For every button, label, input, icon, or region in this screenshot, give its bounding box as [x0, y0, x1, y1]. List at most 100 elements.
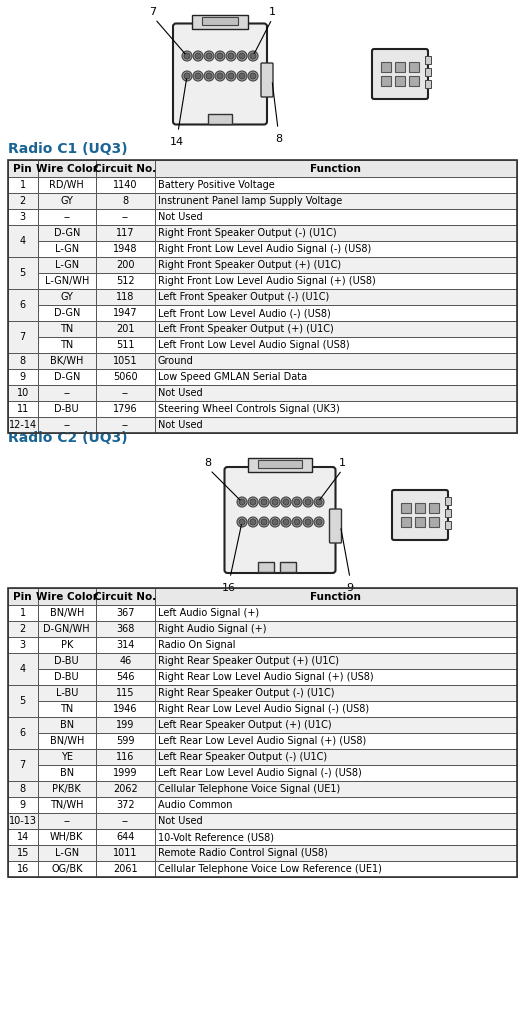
Bar — [37, 321, 96, 337]
Circle shape — [195, 53, 201, 59]
Text: BN/WH: BN/WH — [49, 736, 84, 746]
Circle shape — [250, 73, 256, 79]
Bar — [96, 685, 154, 701]
Circle shape — [226, 51, 236, 61]
Bar — [37, 605, 96, 621]
Bar — [37, 369, 96, 385]
Bar — [96, 637, 154, 653]
Text: 1946: 1946 — [113, 705, 138, 714]
Bar — [8, 160, 37, 177]
Text: D-BU: D-BU — [55, 672, 79, 682]
Bar — [154, 861, 517, 877]
Bar — [154, 845, 517, 861]
Bar — [37, 273, 96, 289]
Text: Right Rear Low Level Audio Signal (-) (US8): Right Rear Low Level Audio Signal (-) (U… — [158, 705, 369, 714]
Bar — [8, 637, 37, 653]
Text: Right Rear Low Level Audio Signal (+) (US8): Right Rear Low Level Audio Signal (+) (U… — [158, 672, 373, 682]
Text: 4: 4 — [20, 236, 26, 246]
Bar — [96, 829, 154, 845]
Bar — [37, 305, 96, 321]
Bar — [280, 562, 296, 572]
Bar — [154, 605, 517, 621]
Circle shape — [303, 517, 313, 527]
Text: 46: 46 — [119, 656, 131, 666]
Bar — [37, 417, 96, 433]
Circle shape — [206, 53, 212, 59]
Bar — [37, 241, 96, 257]
Text: 512: 512 — [116, 276, 134, 286]
Bar — [154, 353, 517, 369]
Text: Radio C1 (UQ3): Radio C1 (UQ3) — [8, 142, 128, 156]
Bar — [37, 160, 96, 177]
Circle shape — [259, 497, 269, 507]
Text: --: -- — [122, 420, 129, 430]
Text: Radio C2 (UQ3): Radio C2 (UQ3) — [8, 431, 128, 445]
Bar — [8, 177, 37, 193]
Bar — [8, 845, 37, 861]
Bar — [154, 401, 517, 417]
Circle shape — [248, 51, 258, 61]
Bar — [154, 241, 517, 257]
FancyBboxPatch shape — [392, 490, 448, 540]
Circle shape — [248, 517, 258, 527]
Circle shape — [250, 519, 256, 525]
Bar — [8, 417, 37, 433]
Circle shape — [195, 73, 201, 79]
FancyBboxPatch shape — [225, 467, 335, 573]
Text: Radio On Signal: Radio On Signal — [158, 640, 235, 650]
Circle shape — [228, 53, 234, 59]
Text: 314: 314 — [116, 640, 134, 650]
Circle shape — [204, 51, 214, 61]
Bar — [154, 685, 517, 701]
Circle shape — [228, 73, 234, 79]
Text: Circuit No.: Circuit No. — [94, 592, 156, 601]
Text: Right Front Speaker Output (+) (U1C): Right Front Speaker Output (+) (U1C) — [158, 260, 341, 270]
Text: Function: Function — [310, 164, 361, 173]
Bar — [37, 653, 96, 669]
Text: Not Used: Not Used — [158, 388, 202, 398]
Text: 1948: 1948 — [113, 244, 138, 254]
Circle shape — [314, 517, 324, 527]
Bar — [8, 749, 37, 781]
Bar — [154, 257, 517, 273]
Bar — [154, 813, 517, 829]
Bar — [445, 521, 451, 529]
Text: OG/BK: OG/BK — [51, 864, 82, 874]
Text: 12-14: 12-14 — [9, 420, 37, 430]
Text: RD/WH: RD/WH — [49, 180, 84, 190]
Text: Low Speed GMLAN Serial Data: Low Speed GMLAN Serial Data — [158, 372, 307, 382]
Circle shape — [193, 51, 203, 61]
Bar — [202, 16, 238, 25]
Text: Audio Common: Audio Common — [158, 800, 232, 810]
Bar — [154, 588, 517, 605]
Bar — [96, 385, 154, 401]
Text: GY: GY — [60, 196, 73, 206]
Circle shape — [237, 71, 247, 81]
Bar — [8, 605, 37, 621]
Text: --: -- — [64, 420, 70, 430]
Text: GY: GY — [60, 292, 73, 302]
Bar — [8, 861, 37, 877]
Text: 1: 1 — [20, 180, 26, 190]
Bar — [96, 701, 154, 717]
Text: Instrunent Panel lamp Supply Voltage: Instrunent Panel lamp Supply Voltage — [158, 196, 342, 206]
Bar — [154, 225, 517, 241]
Text: D-GN: D-GN — [54, 308, 80, 318]
Text: 5: 5 — [19, 696, 26, 706]
Bar — [96, 861, 154, 877]
Bar — [37, 685, 96, 701]
Text: Left Audio Signal (+): Left Audio Signal (+) — [158, 608, 259, 618]
Bar — [96, 257, 154, 273]
Circle shape — [283, 499, 289, 505]
Circle shape — [292, 497, 302, 507]
Bar — [37, 289, 96, 305]
Text: D-BU: D-BU — [55, 404, 79, 414]
Text: 201: 201 — [116, 324, 134, 334]
Bar — [154, 305, 517, 321]
Text: 1051: 1051 — [113, 356, 138, 366]
Text: D-BU: D-BU — [55, 656, 79, 666]
Circle shape — [239, 499, 245, 505]
Circle shape — [272, 519, 278, 525]
Circle shape — [204, 71, 214, 81]
Bar — [154, 337, 517, 353]
